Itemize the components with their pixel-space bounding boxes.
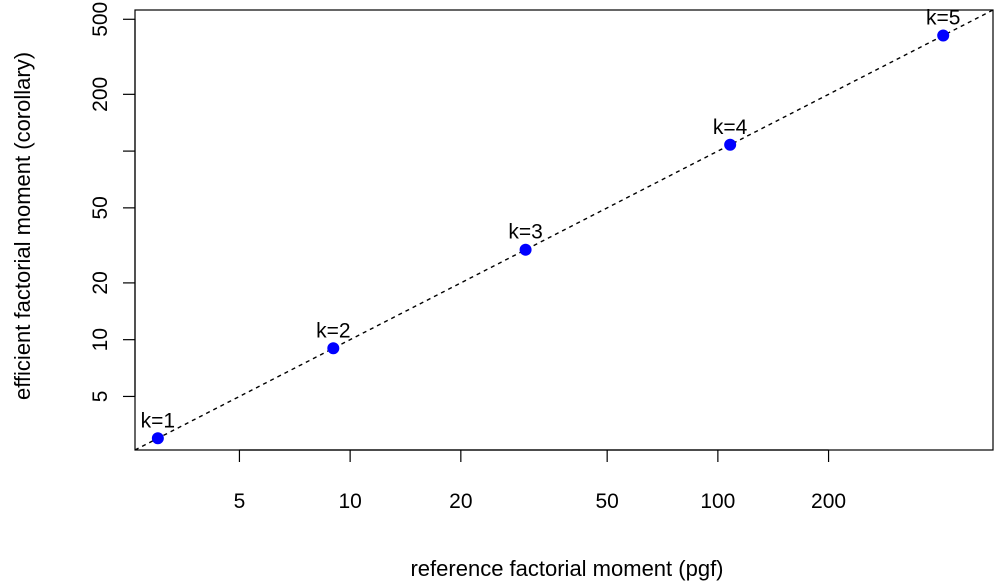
y-tick-label: 10 — [89, 328, 112, 351]
x-tick-label: 20 — [449, 490, 472, 513]
point-label: k=3 — [508, 221, 542, 244]
data-point — [519, 243, 532, 256]
x-tick-label: 10 — [338, 490, 361, 513]
point-label: k=4 — [713, 116, 748, 139]
data-point — [151, 432, 164, 445]
x-tick-label: 100 — [700, 490, 735, 513]
x-axis-title: reference factorial moment (pgf) — [410, 556, 723, 581]
y-tick-label: 200 — [89, 77, 112, 112]
data-point — [724, 138, 737, 151]
point-label: k=2 — [316, 319, 350, 342]
x-tick-label: 50 — [595, 490, 618, 513]
reference-line — [134, 9, 994, 451]
point-label: k=5 — [926, 7, 960, 30]
point-label: k=1 — [141, 409, 175, 432]
x-tick-label: 200 — [811, 490, 846, 513]
y-tick-label: 20 — [89, 271, 112, 294]
y-axis-title: efficient factorial moment (corollary) — [10, 52, 35, 400]
data-point — [937, 29, 950, 42]
x-tick-label: 5 — [234, 490, 246, 513]
y-tick-label: 50 — [89, 196, 112, 219]
y-tick-label: 5 — [89, 391, 112, 403]
data-point — [327, 342, 340, 355]
y-tick-label: 500 — [89, 2, 112, 37]
